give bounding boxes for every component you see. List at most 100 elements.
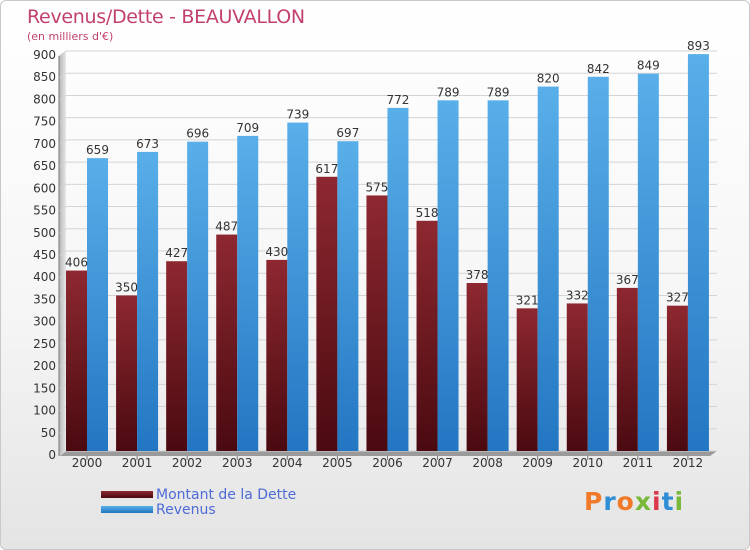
logo-letter: t <box>661 487 675 516</box>
gridline-wall <box>58 206 67 212</box>
data-label-revenue: 849 <box>637 59 660 73</box>
bar-revenue <box>287 122 309 452</box>
data-label-debt: 575 <box>366 180 389 194</box>
gridline-wall <box>58 406 67 412</box>
y-tick-label: 50 <box>41 426 56 440</box>
data-label-debt: 406 <box>65 256 88 270</box>
y-tick-label: 750 <box>33 115 56 129</box>
y-tick-label: 550 <box>33 204 56 218</box>
x-tick-label: 2001 <box>122 456 153 470</box>
y-tick-label: 600 <box>33 181 56 195</box>
bar-debt <box>66 270 87 451</box>
bar-revenue <box>687 54 709 451</box>
x-tick-label: 2003 <box>222 456 253 470</box>
bar-revenue <box>437 100 459 451</box>
data-label-revenue: 659 <box>86 143 109 157</box>
bar-debt <box>316 176 338 451</box>
bar-revenue <box>237 135 259 451</box>
x-tick-label: 2009 <box>522 456 553 470</box>
chart-floor <box>59 451 717 456</box>
proxiti-logo: Proxiti <box>584 487 684 516</box>
gridline-wall <box>58 161 67 168</box>
bar-revenue <box>537 86 559 452</box>
gridline-wall <box>58 317 67 324</box>
bar-debt <box>666 305 688 451</box>
bar-debt <box>466 283 488 451</box>
gridline-wall <box>58 139 67 146</box>
data-label-debt: 617 <box>315 162 338 176</box>
logo-letter: r <box>603 487 617 516</box>
bar-debt <box>616 287 638 451</box>
gridline-wall <box>58 272 67 279</box>
data-label-revenue: 696 <box>186 127 209 141</box>
y-tick-label: 0 <box>48 448 56 462</box>
y-tick-label: 650 <box>33 159 56 173</box>
data-label-debt: 321 <box>516 293 539 307</box>
gridline-wall <box>58 72 67 79</box>
gridline-wall <box>58 228 67 235</box>
bar-revenue <box>587 76 609 452</box>
data-label-debt: 367 <box>616 273 639 287</box>
data-label-revenue: 789 <box>487 85 510 99</box>
gridline-wall <box>58 183 67 190</box>
chart-subtitle: (en milliers d'€) <box>27 30 114 43</box>
bar-debt <box>566 303 588 451</box>
y-tick-label: 300 <box>33 315 56 329</box>
y-tick-label: 100 <box>33 404 56 418</box>
bar-debt <box>216 234 238 451</box>
data-label-revenue: 709 <box>236 121 259 135</box>
gridline-wall <box>58 95 67 101</box>
legend-swatch-debt <box>101 491 153 498</box>
data-label-debt: 350 <box>115 280 138 294</box>
y-tick-label: 800 <box>33 92 56 106</box>
bar-revenue <box>187 141 209 451</box>
gridline-wall <box>58 428 67 435</box>
legend-swatch-revenue <box>101 506 153 513</box>
bar-revenue <box>137 151 159 451</box>
bar-debt <box>116 295 138 451</box>
bar-revenue <box>87 158 108 451</box>
gridline-wall <box>58 339 67 346</box>
bar-revenue <box>487 100 509 451</box>
data-label-debt: 378 <box>466 268 489 282</box>
gridline-wall <box>58 117 67 124</box>
logo-letter: x <box>634 487 652 516</box>
gridline-wall <box>58 450 67 457</box>
data-label-revenue: 789 <box>437 85 460 99</box>
data-label-revenue: 772 <box>387 93 410 107</box>
y-tick-label: 250 <box>33 337 56 351</box>
bar-debt <box>516 308 538 451</box>
logo-letter: i <box>652 487 662 516</box>
y-tick-label: 850 <box>33 70 56 84</box>
bar-revenue <box>337 141 359 451</box>
gridline-wall <box>58 50 67 57</box>
chart-title: Revenus/Dette - BEAUVALLON <box>27 6 305 28</box>
bar-debt <box>166 261 188 451</box>
y-tick-label: 150 <box>33 381 56 395</box>
x-tick-label: 2010 <box>572 456 603 470</box>
y-tick-label: 450 <box>33 248 56 262</box>
data-label-debt: 327 <box>666 291 689 305</box>
data-label-debt: 427 <box>165 246 188 260</box>
legend-label-revenue: Revenus <box>156 502 216 518</box>
data-label-revenue: 673 <box>136 137 159 151</box>
data-label-revenue: 697 <box>336 126 359 140</box>
x-tick-label: 2012 <box>673 456 704 470</box>
bar-revenue <box>637 73 659 452</box>
logo-letter: o <box>616 487 635 516</box>
bar-revenue <box>387 107 409 451</box>
y-tick-label: 350 <box>33 292 56 306</box>
y-tick-label: 700 <box>33 137 56 151</box>
bar-debt <box>366 195 388 451</box>
logo-letter: P <box>584 487 604 516</box>
logo-letter: i <box>674 487 685 516</box>
x-tick-label: 2007 <box>422 456 453 470</box>
y-tick-label: 500 <box>33 226 56 240</box>
x-tick-label: 2000 <box>72 456 103 470</box>
x-tick-label: 2008 <box>472 456 503 470</box>
y-tick-label: 400 <box>33 270 56 284</box>
y-tick-label: 900 <box>33 48 56 62</box>
bar-debt <box>416 220 438 451</box>
